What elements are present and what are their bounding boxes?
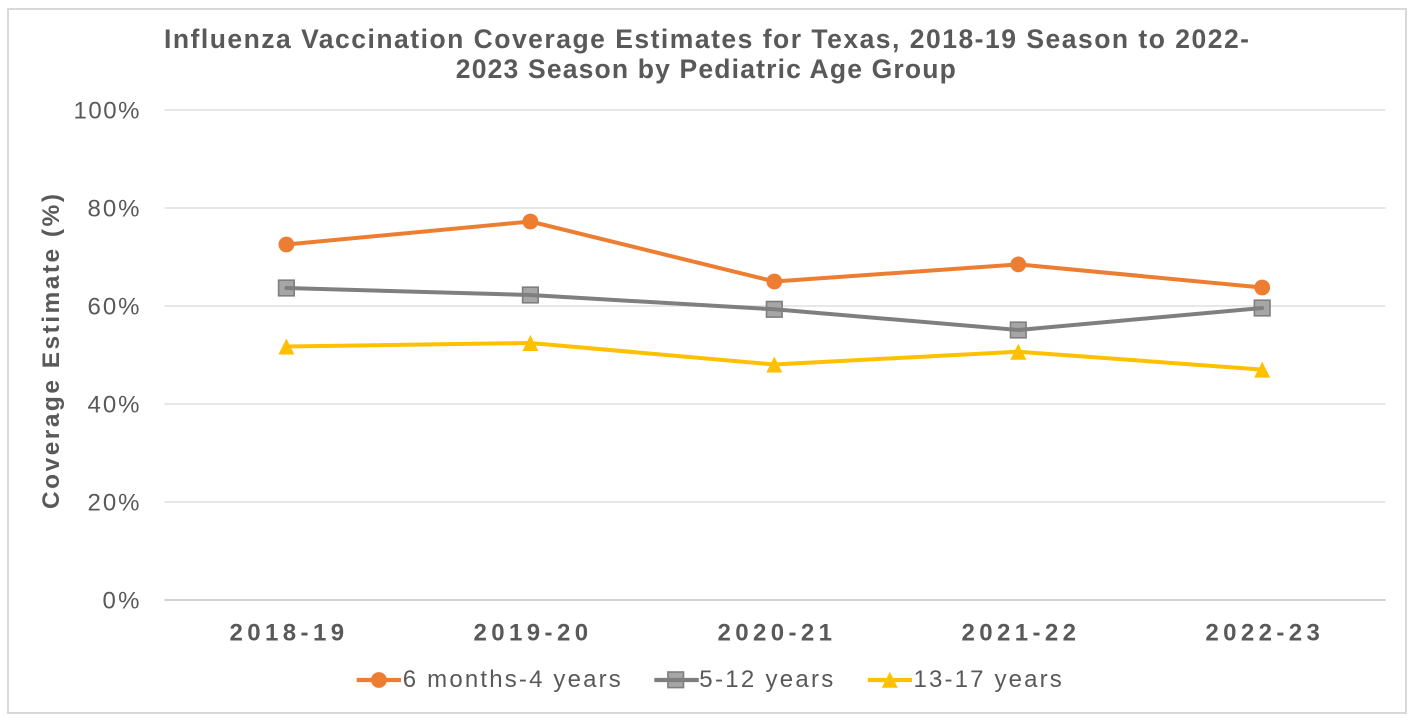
svg-text:40%: 40% [88,392,140,419]
svg-text:2023 Season by Pediatric Age G: 2023 Season by Pediatric Age Group [456,54,956,84]
svg-text:20%: 20% [88,490,140,517]
svg-text:2019-20: 2019-20 [474,620,589,647]
svg-text:0%: 0% [103,588,140,615]
svg-text:2022-23: 2022-23 [1205,620,1320,647]
svg-text:2021-22: 2021-22 [961,620,1075,647]
svg-text:Influenza Vaccination Coverage: Influenza Vaccination Coverage Estimates… [164,24,1249,54]
svg-text:2020-21: 2020-21 [717,620,832,647]
svg-text:100%: 100% [74,98,140,125]
svg-text:5-12 years: 5-12 years [699,666,833,693]
svg-text:80%: 80% [88,196,140,223]
svg-text:60%: 60% [88,294,140,321]
svg-text:6 months-4 years: 6 months-4 years [403,666,621,693]
svg-text:13-17 years: 13-17 years [914,666,1062,693]
svg-text:2018-19: 2018-19 [230,620,345,647]
